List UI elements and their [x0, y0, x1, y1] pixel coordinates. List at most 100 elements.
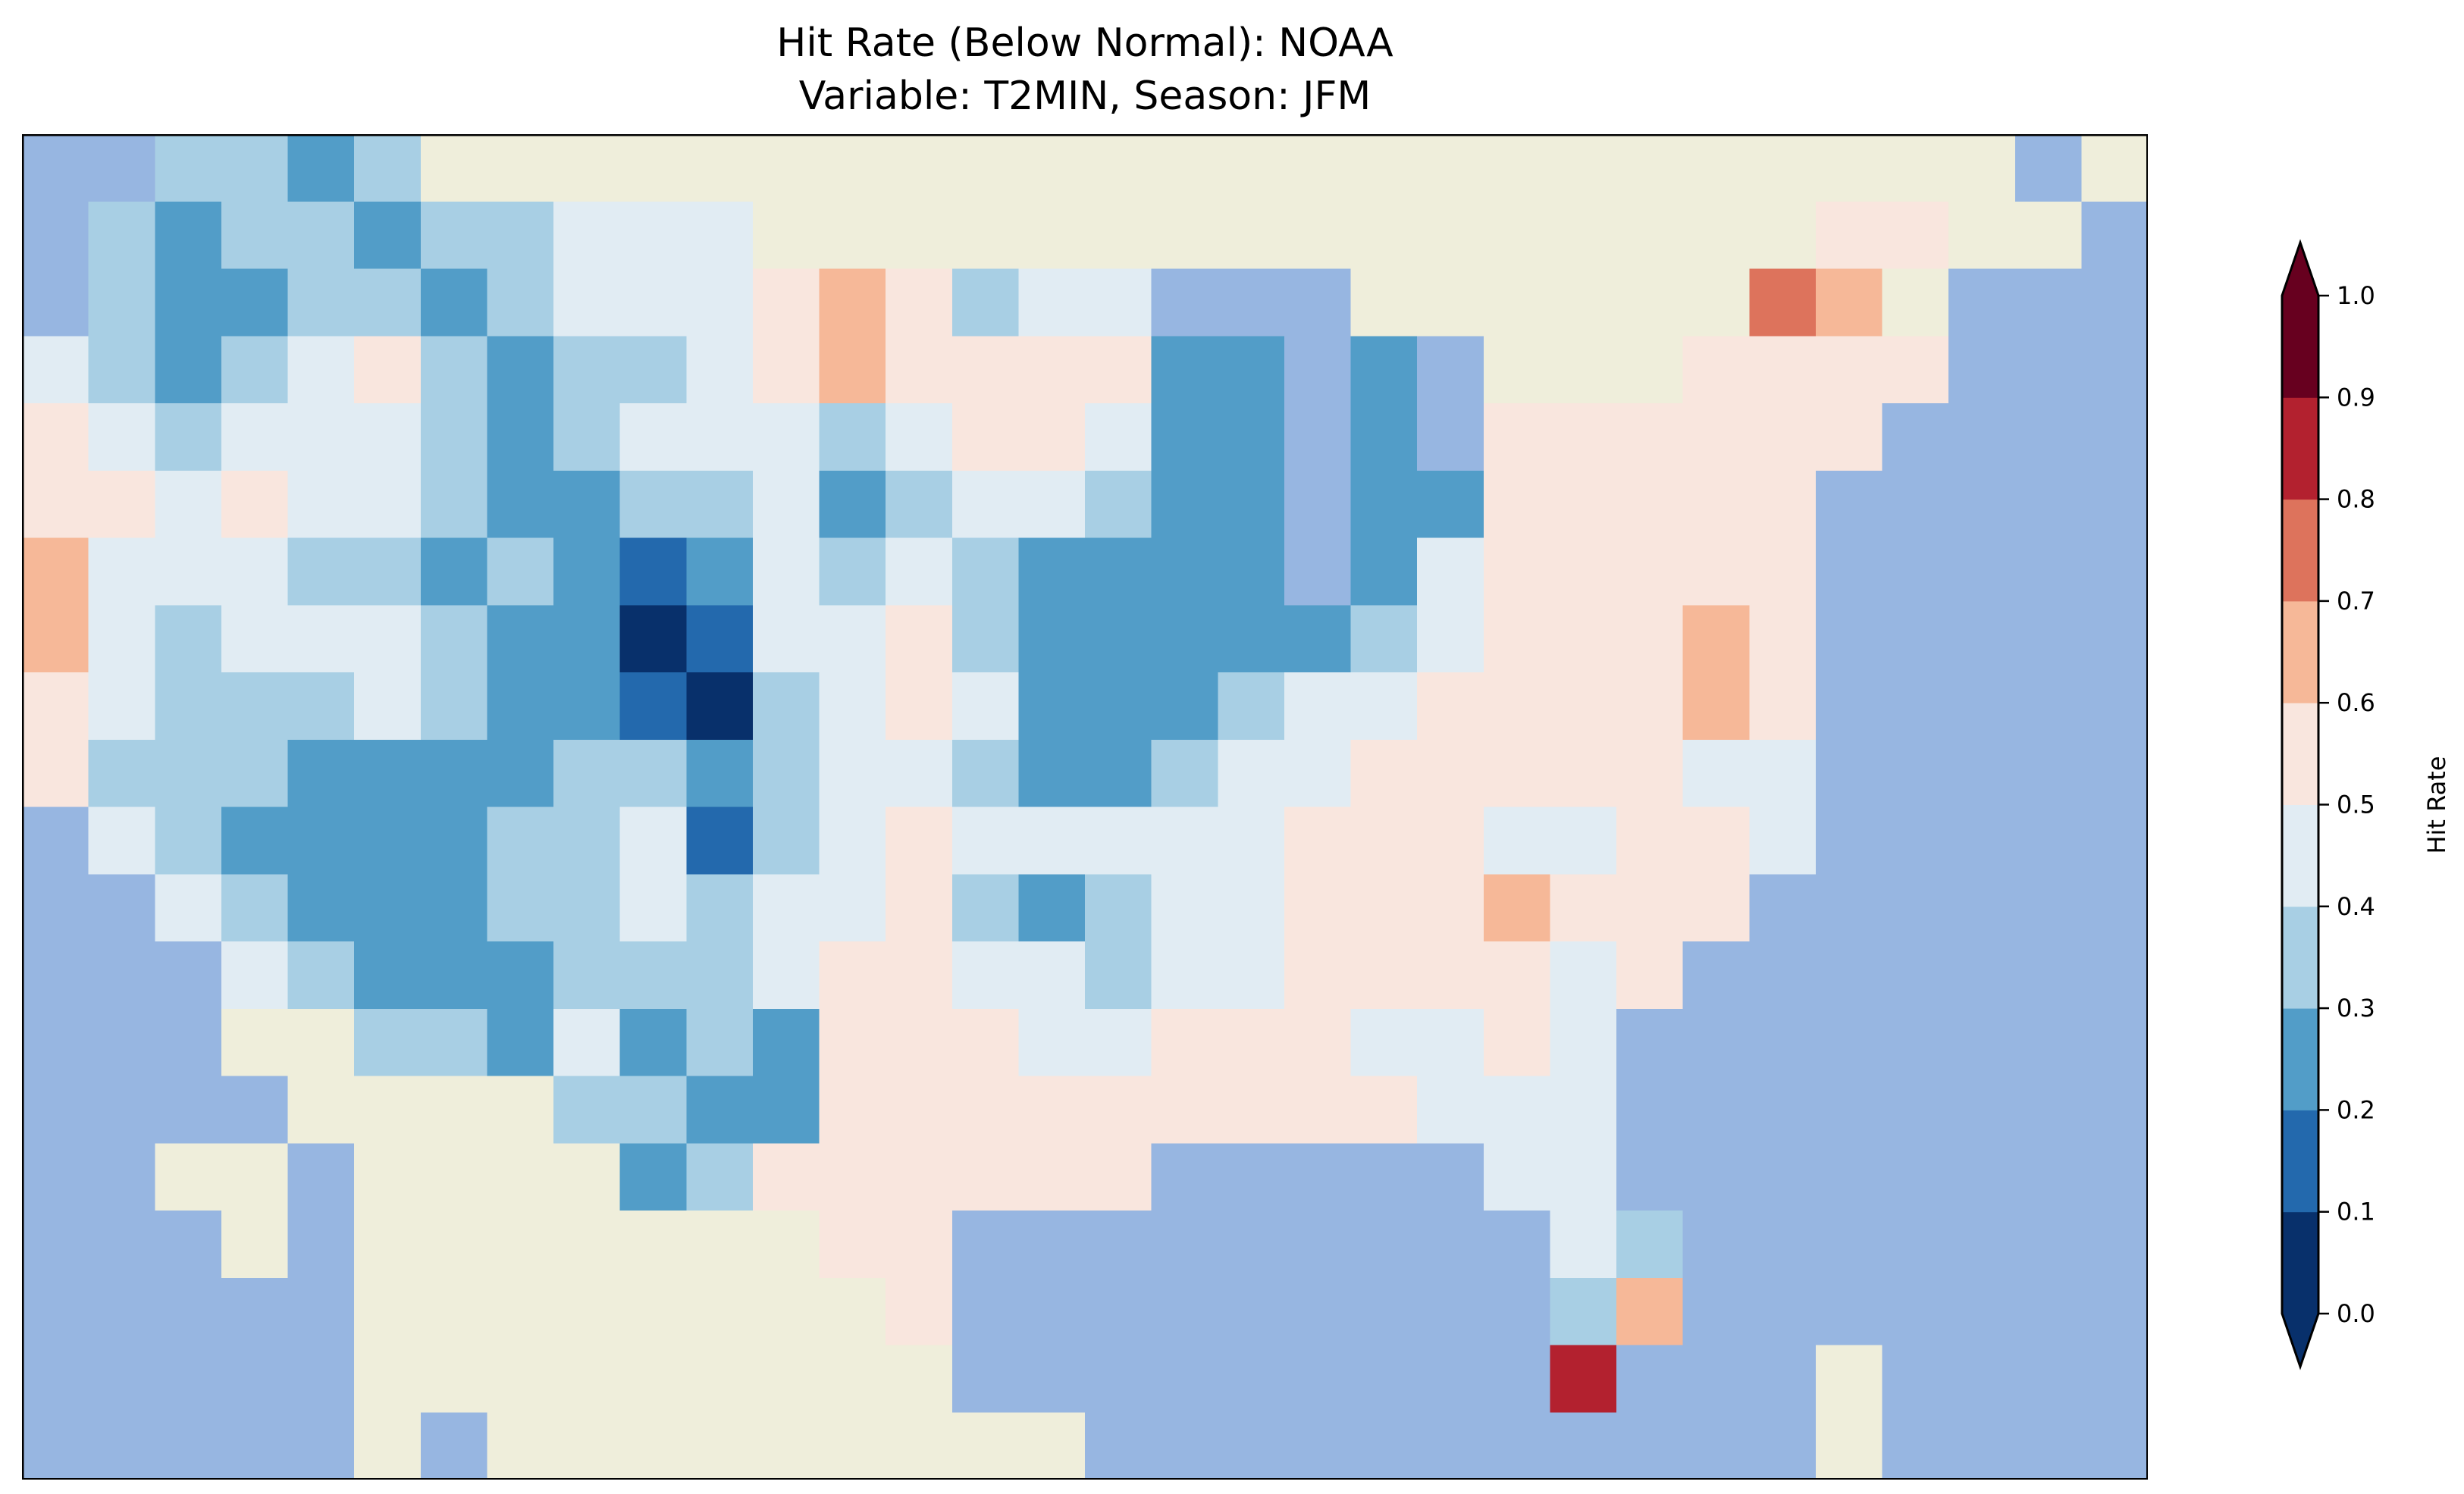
ocean-cell — [1350, 1277, 1418, 1346]
map-cell — [619, 403, 687, 471]
map-cell — [752, 1143, 820, 1211]
map-cell — [553, 201, 621, 270]
map-cell — [1815, 336, 1883, 404]
land-cell — [752, 201, 820, 270]
land-cell — [1350, 268, 1418, 337]
map-cell — [1815, 268, 1883, 337]
map-cell — [686, 807, 754, 875]
ocean-cell — [1882, 672, 1949, 741]
map-cell — [1284, 1008, 1352, 1077]
land-cell — [1350, 201, 1418, 270]
land-cell — [1749, 201, 1817, 270]
land-cell — [1550, 268, 1617, 337]
map-cell — [1749, 739, 1817, 808]
map-cell — [1350, 605, 1418, 673]
map-cell — [1284, 1076, 1352, 1144]
map-cell — [487, 470, 554, 539]
map-cell — [1151, 941, 1218, 1010]
ocean-cell — [1682, 941, 1750, 1010]
map-cell — [886, 874, 953, 942]
land-cell — [886, 1412, 953, 1480]
ocean-cell — [1948, 336, 2016, 404]
ocean-cell — [2081, 268, 2148, 337]
map-cell — [1550, 1345, 1617, 1413]
ocean-cell — [1749, 1412, 1817, 1480]
ocean-cell — [155, 1211, 222, 1279]
map-cell — [221, 336, 289, 404]
map-cell — [619, 268, 687, 337]
map-cell — [686, 403, 754, 471]
land-cell — [1085, 134, 1152, 202]
ocean-cell — [22, 807, 89, 875]
map-cell — [22, 672, 89, 741]
ocean-cell — [1284, 537, 1352, 606]
map-cell — [1018, 739, 1086, 808]
ocean-cell — [1085, 1277, 1152, 1346]
map-cell — [1151, 739, 1218, 808]
ocean-cell — [155, 1008, 222, 1077]
map-cell — [686, 201, 754, 270]
ocean-cell — [221, 1345, 289, 1413]
map-cell — [752, 605, 820, 673]
ocean-cell — [22, 268, 89, 337]
ocean-cell — [1815, 1143, 1883, 1211]
ocean-cell — [1815, 739, 1883, 808]
ocean-cell — [1815, 672, 1883, 741]
map-cell — [553, 537, 621, 606]
ocean-cell — [1948, 807, 2016, 875]
map-cell — [1616, 941, 1684, 1010]
map-cell — [1749, 336, 1817, 404]
ocean-cell — [287, 1412, 355, 1480]
ocean-cell — [2014, 739, 2082, 808]
ocean-cell — [1284, 403, 1352, 471]
map-cell — [1417, 807, 1484, 875]
map-cell — [951, 874, 1019, 942]
ocean-cell — [1882, 807, 1949, 875]
land-cell — [1417, 268, 1484, 337]
land-cell — [819, 1345, 886, 1413]
ocean-cell — [1284, 268, 1352, 337]
map-cell — [354, 672, 422, 741]
map-cell — [553, 739, 621, 808]
land-cell — [619, 134, 687, 202]
land-cell — [553, 1277, 621, 1346]
map-cell — [1616, 403, 1684, 471]
colorbar-ticks: 0.0 0.1 0.2 0.3 0.4 0.5 0.6 0.7 0.8 0.9 1.0 — [2318, 281, 2375, 1328]
colorbar-label: Hit Rate — [2422, 756, 2451, 853]
ocean-cell — [2014, 336, 2082, 404]
ocean-cell — [1882, 1008, 1949, 1077]
map-cell — [88, 470, 155, 539]
map-cell — [1483, 941, 1550, 1010]
ocean-cell — [1616, 1076, 1684, 1144]
map-cell — [1682, 336, 1750, 404]
map-cell — [1085, 672, 1152, 741]
map-cell — [951, 268, 1019, 337]
map-cell — [420, 605, 487, 673]
land-cell — [1284, 134, 1352, 202]
land-cell — [487, 1412, 554, 1480]
land-cell — [1682, 268, 1750, 337]
map-cell — [1018, 605, 1086, 673]
map-cell — [1350, 1076, 1418, 1144]
map-cell — [1085, 1076, 1152, 1144]
land-cell — [1948, 134, 2016, 202]
map-cell — [487, 672, 554, 741]
ocean-cell — [1616, 1412, 1684, 1480]
land-cell — [1616, 201, 1684, 270]
ocean-cell — [1218, 1412, 1285, 1480]
ocean-cell — [1749, 874, 1817, 942]
ocean-cell — [1815, 605, 1883, 673]
ocean-cell — [88, 1277, 155, 1346]
map-cell — [1350, 403, 1418, 471]
map-cell — [155, 134, 222, 202]
map-cell — [619, 1008, 687, 1077]
map-cell — [619, 941, 687, 1010]
map-cell — [287, 268, 355, 337]
map-cell — [1085, 336, 1152, 404]
map-cell — [1018, 672, 1086, 741]
ocean-cell — [2014, 403, 2082, 471]
land-cell — [553, 134, 621, 202]
map-cell — [1616, 470, 1684, 539]
map-cell — [88, 537, 155, 606]
map-cell — [420, 470, 487, 539]
